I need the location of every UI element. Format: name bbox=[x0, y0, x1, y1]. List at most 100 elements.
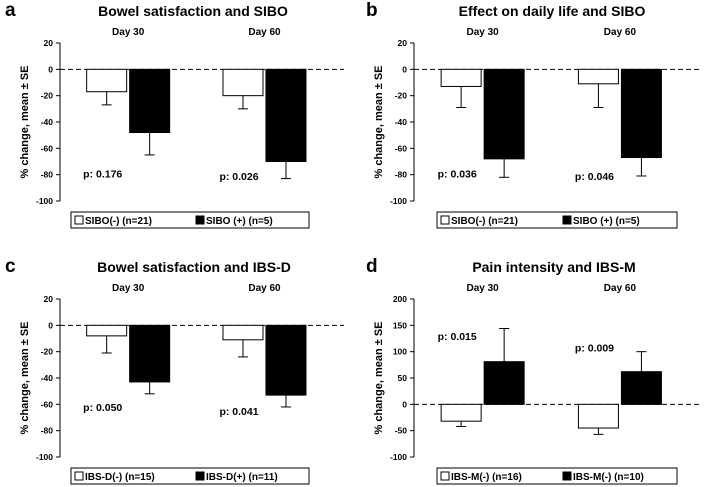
legend-swatch bbox=[440, 471, 450, 481]
y-tick-label: -100 bbox=[36, 196, 53, 206]
panel-letter: d bbox=[366, 256, 378, 277]
bar bbox=[129, 68, 171, 134]
chart-panel-a: a Bowel satisfaction and SIBO % change, me… bbox=[5, 0, 344, 229]
bar bbox=[483, 68, 525, 160]
bar bbox=[577, 68, 619, 85]
y-tick-label: -80 bbox=[41, 426, 54, 436]
p-value-annotation: p: 0.046 bbox=[575, 171, 614, 183]
y-tick-label: -100 bbox=[390, 196, 407, 206]
chart-panel-c: c Bowel satisfaction and IBS-D % change, m… bbox=[5, 256, 344, 485]
y-tick-label: -50 bbox=[395, 426, 408, 436]
bar bbox=[86, 324, 128, 337]
panel-letter: b bbox=[366, 0, 378, 21]
category-label: Day 60 bbox=[248, 283, 281, 294]
p-value-annotation: p: 0.041 bbox=[219, 406, 258, 418]
legend-box bbox=[70, 211, 310, 229]
y-tick-label: -100 bbox=[36, 452, 53, 462]
legend-box bbox=[70, 467, 310, 485]
y-axis-label: % change, mean ± SE bbox=[19, 321, 31, 434]
legend-label: SIBO(-) (n=21) bbox=[451, 216, 518, 227]
panels: a Bowel satisfaction and SIBO % change, me… bbox=[5, 0, 700, 485]
legend-label: IBS-D(-) (n=15) bbox=[85, 472, 155, 483]
category-label: Day 60 bbox=[604, 283, 637, 294]
p-value-annotation: p: 0.015 bbox=[438, 331, 477, 343]
y-axis-label: % change, mean ± SE bbox=[373, 321, 385, 434]
category-label: Day 60 bbox=[604, 27, 637, 38]
y-tick-label: 150 bbox=[393, 320, 407, 330]
y-tick-label: -20 bbox=[395, 91, 408, 101]
legend: IBS-D(-) (n=15) IBS-D(+) (n=11) bbox=[70, 467, 310, 485]
y-tick-label: -60 bbox=[41, 143, 54, 153]
bar bbox=[440, 403, 482, 422]
legend-swatch bbox=[195, 215, 205, 225]
legend: SIBO(-) (n=21) SIBO (+) (n=5) bbox=[70, 211, 310, 229]
panel-letter: c bbox=[5, 256, 16, 277]
p-value-annotation: p: 0.036 bbox=[438, 168, 477, 180]
p-value-annotation: p: 0.026 bbox=[219, 171, 258, 183]
legend-swatch bbox=[74, 471, 84, 481]
legend-swatch bbox=[74, 215, 84, 225]
legend-label: IBS-M(-) (n=16) bbox=[451, 472, 522, 483]
legend-swatch bbox=[562, 215, 572, 225]
bar bbox=[620, 68, 662, 159]
category-label: Day 30 bbox=[467, 27, 500, 38]
y-tick-label: -40 bbox=[41, 117, 54, 127]
chart-title: Bowel satisfaction and SIBO bbox=[98, 3, 288, 19]
y-tick-label: 0 bbox=[48, 320, 53, 330]
y-tick-label: 20 bbox=[398, 38, 408, 48]
y-tick-label: -100 bbox=[390, 452, 407, 462]
legend-label: SIBO (+) (n=5) bbox=[206, 216, 273, 227]
bar bbox=[222, 324, 264, 341]
legend-swatch bbox=[440, 215, 450, 225]
y-tick-label: -60 bbox=[395, 143, 408, 153]
y-tick-label: -80 bbox=[395, 170, 408, 180]
y-tick-label: -80 bbox=[41, 170, 54, 180]
p-value-annotation: p: 0.176 bbox=[83, 168, 122, 180]
y-tick-label: 20 bbox=[44, 294, 54, 304]
legend-label: IBS-M(-) (n=10) bbox=[573, 472, 644, 483]
y-tick-label: 0 bbox=[402, 64, 407, 74]
y-tick-label: -20 bbox=[41, 347, 54, 357]
bar bbox=[129, 324, 171, 383]
legend: SIBO(-) (n=21) SIBO (+) (n=5) bbox=[436, 211, 678, 229]
legend-box bbox=[436, 211, 678, 229]
category-label: Day 30 bbox=[467, 283, 500, 294]
y-tick-label: 50 bbox=[398, 373, 408, 383]
bar bbox=[577, 403, 619, 429]
p-value-annotation: p: 0.050 bbox=[83, 402, 122, 414]
y-tick-label: -40 bbox=[395, 117, 408, 127]
category-label: Day 30 bbox=[112, 283, 145, 294]
y-axis-label: % change, mean ± SE bbox=[19, 65, 31, 178]
legend-label: SIBO(-) (n=21) bbox=[85, 216, 152, 227]
y-axis-label: % change, mean ± SE bbox=[373, 65, 385, 178]
bar bbox=[265, 68, 307, 162]
y-tick-label: -40 bbox=[41, 373, 54, 383]
y-tick-label: 0 bbox=[48, 64, 53, 74]
bar bbox=[483, 361, 525, 405]
y-tick-label: 200 bbox=[393, 294, 407, 304]
chart-title: Effect on daily life and SIBO bbox=[459, 3, 646, 19]
chart-panel-b: b Effect on daily life and SIBO % change, … bbox=[366, 0, 700, 229]
bar bbox=[620, 371, 662, 405]
legend-label: SIBO (+) (n=5) bbox=[573, 216, 640, 227]
category-label: Day 60 bbox=[248, 27, 281, 38]
y-tick-label: 0 bbox=[402, 399, 407, 409]
p-value-annotation: p: 0.009 bbox=[575, 343, 614, 355]
y-tick-label: -20 bbox=[41, 91, 54, 101]
category-label: Day 30 bbox=[112, 27, 145, 38]
legend-swatch bbox=[562, 471, 572, 481]
panel-letter: a bbox=[5, 0, 16, 21]
y-tick-label: 100 bbox=[393, 347, 407, 357]
legend-label: IBS-D(+) (n=11) bbox=[206, 472, 278, 483]
chart-title: Pain intensity and IBS-M bbox=[472, 259, 635, 275]
bar bbox=[265, 324, 307, 396]
legend-swatch bbox=[195, 471, 205, 481]
chart-title: Bowel satisfaction and IBS-D bbox=[97, 259, 291, 275]
bar bbox=[86, 68, 128, 93]
bar bbox=[440, 68, 482, 87]
y-tick-label: -60 bbox=[41, 399, 54, 409]
bar bbox=[222, 68, 264, 97]
y-tick-label: 20 bbox=[44, 38, 54, 48]
legend-box bbox=[436, 467, 678, 485]
